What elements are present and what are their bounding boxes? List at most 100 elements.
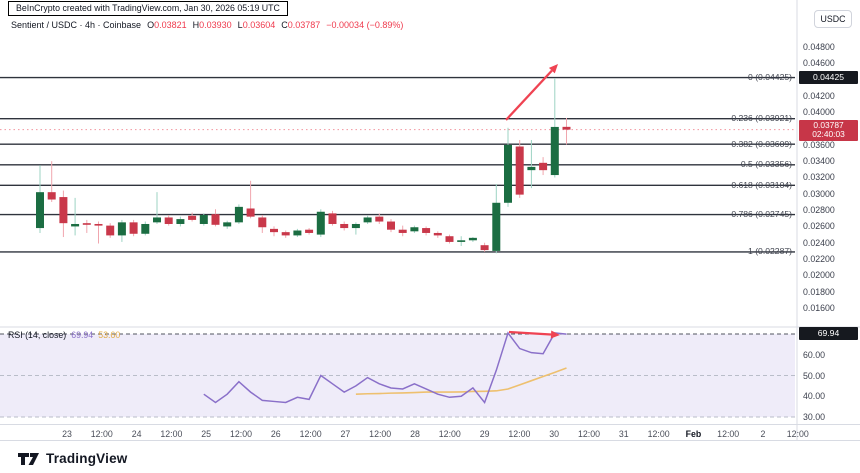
candle [480, 242, 489, 252]
candle [164, 215, 173, 226]
candle [106, 223, 115, 238]
price-tick: 0.04200 [803, 90, 835, 101]
rsi-band-fill [0, 334, 795, 417]
candle-body [445, 236, 454, 242]
candle-body [433, 232, 442, 236]
candle [457, 236, 466, 247]
time-tick: 12:00 [299, 429, 322, 439]
ohlc-open-label: O [147, 20, 155, 30]
candle-body [153, 217, 161, 223]
candle [117, 219, 126, 242]
candle-body [188, 215, 197, 220]
time-tick: 12:00 [717, 429, 740, 439]
ohlc-high: H 0.03930 [193, 20, 232, 30]
candle [94, 221, 103, 244]
symbol-title[interactable]: Sentient / USDC · 4h · Coinbase [11, 20, 142, 30]
price-change: −0.00034 (−0.89%) [326, 20, 404, 30]
ohlc-close: C 0.03787 [281, 20, 320, 30]
candle [410, 225, 419, 233]
candle [445, 234, 454, 244]
candle-body [47, 192, 56, 200]
time-tick: 12:00 [647, 429, 670, 439]
candle [351, 222, 360, 235]
trend-arrow-rsi[interactable] [508, 330, 560, 339]
candle [316, 209, 325, 238]
fib-level-label: 1 (0.02287) [748, 246, 792, 257]
candle-body [422, 228, 431, 233]
ohlc-close-value: 0.03787 [287, 20, 321, 30]
candle-body [36, 192, 44, 229]
time-tick: Feb [685, 429, 702, 439]
candle-body [141, 223, 150, 234]
price-tick: 0.03200 [803, 172, 835, 183]
candle [398, 225, 407, 237]
candle [468, 237, 477, 242]
price-tick: 0.02800 [803, 205, 835, 216]
ohlc-close-label: C [281, 20, 288, 30]
trend-arrow-main-head [548, 64, 558, 74]
candle-body [328, 213, 337, 224]
candle [246, 180, 255, 219]
rsi-line [203, 331, 567, 404]
ohlc-low-value: 0.03604 [242, 20, 276, 30]
candle-body [550, 126, 559, 176]
candle [234, 204, 243, 224]
candle-body [270, 228, 278, 233]
fib-level-label: 0 (0.04425) [748, 72, 792, 83]
time-tick: 12:00 [369, 429, 392, 439]
candle-body [164, 217, 173, 224]
candle-body [258, 217, 267, 228]
time-tick: 12:00 [786, 429, 809, 439]
candle [387, 219, 395, 233]
candle-body [398, 229, 407, 233]
candle [141, 221, 150, 236]
tradingview-logo-text: TradingView [46, 451, 128, 466]
time-tick: 26 [270, 429, 281, 439]
candle-body [199, 215, 208, 224]
candle-body [351, 223, 360, 229]
fib-level-label: 0.382 (0.03609) [731, 138, 792, 149]
candle-body [246, 208, 255, 217]
candle [422, 226, 431, 236]
candle-body [515, 146, 524, 195]
trend-arrow-rsi-shaft [508, 330, 552, 336]
candle-body [562, 126, 571, 130]
rsi-legend-title[interactable]: RSI (14, close) [8, 330, 67, 340]
time-tick: 12:00 [577, 429, 601, 439]
candle-body [504, 144, 512, 203]
time-tick: 30 [549, 429, 560, 439]
tradingview-logo[interactable]: TradingView [18, 450, 127, 467]
time-tick: 27 [340, 429, 351, 439]
fib-level-label: 0.5 (0.03356) [740, 159, 792, 170]
candle-body [539, 162, 548, 171]
rsi-tick: 30.00 [803, 412, 826, 422]
candle [562, 117, 571, 145]
candle-body [293, 230, 302, 236]
candle [305, 228, 314, 235]
candle-body [117, 222, 126, 236]
candle [199, 213, 208, 226]
candle-body [387, 221, 395, 230]
candle-body [223, 222, 232, 227]
price-tick: 0.02000 [803, 270, 835, 281]
price-tick: 0.04000 [803, 107, 835, 118]
symbol-legend: Sentient / USDC · 4h · Coinbase O 0.03821… [11, 20, 403, 30]
candle [492, 184, 501, 254]
last-price-tag: 0.03787 02:40:03 [799, 119, 858, 141]
candle-body [410, 227, 419, 232]
candle-body [480, 245, 489, 251]
currency-toggle-button[interactable]: USDC [814, 10, 852, 28]
candle-countdown: 02:40:03 [812, 129, 845, 140]
candle-body [468, 237, 477, 241]
candle-body [305, 229, 314, 233]
candle [281, 230, 290, 238]
ohlc-open: O 0.03821 [147, 20, 187, 30]
candle-body [281, 232, 290, 236]
fib-level-label: 0.618 (0.03104) [731, 179, 792, 190]
price-tick: 0.02600 [803, 221, 835, 232]
candle-body [527, 166, 536, 171]
trend-arrow-main[interactable] [505, 64, 558, 121]
fib-level-label: 0.786 (0.02745) [731, 209, 792, 220]
